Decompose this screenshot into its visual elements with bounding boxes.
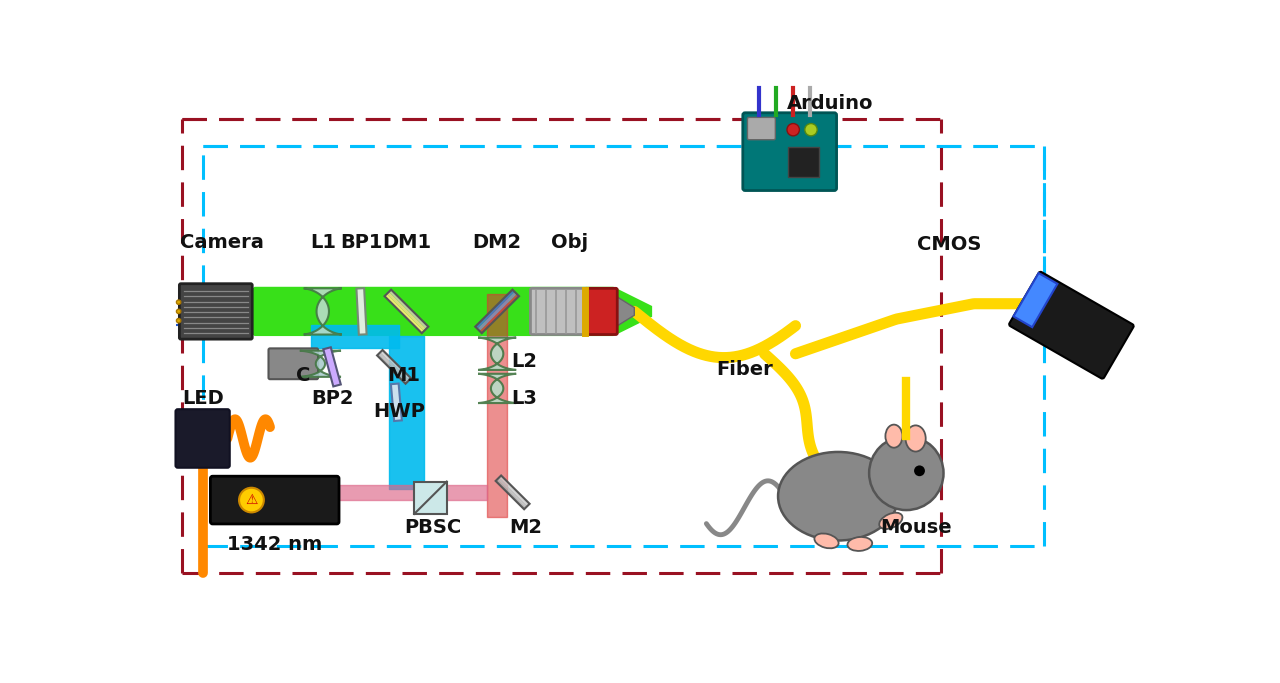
Ellipse shape (814, 533, 838, 548)
Text: Mouse: Mouse (879, 518, 951, 537)
Polygon shape (477, 374, 516, 403)
Text: Arduino: Arduino (787, 94, 874, 113)
Text: DM1: DM1 (381, 233, 431, 251)
Ellipse shape (778, 452, 899, 540)
Text: BP2: BP2 (311, 389, 353, 408)
Circle shape (805, 124, 817, 136)
Polygon shape (303, 288, 342, 335)
Ellipse shape (886, 425, 902, 448)
FancyBboxPatch shape (748, 117, 776, 140)
Text: L2: L2 (511, 352, 538, 371)
Text: HWP: HWP (372, 402, 425, 421)
FancyBboxPatch shape (269, 348, 319, 379)
Ellipse shape (879, 513, 902, 529)
FancyBboxPatch shape (324, 347, 340, 387)
Polygon shape (613, 287, 652, 336)
FancyBboxPatch shape (475, 290, 515, 329)
FancyBboxPatch shape (356, 288, 366, 335)
Circle shape (177, 309, 180, 313)
Polygon shape (616, 296, 635, 327)
Text: Camera: Camera (180, 233, 264, 251)
Text: LED: LED (182, 389, 224, 408)
Ellipse shape (847, 537, 872, 551)
FancyBboxPatch shape (499, 475, 530, 505)
FancyBboxPatch shape (379, 352, 410, 382)
Polygon shape (238, 287, 613, 336)
Circle shape (239, 488, 264, 512)
Text: L3: L3 (511, 389, 538, 408)
Circle shape (787, 124, 800, 136)
FancyBboxPatch shape (480, 294, 520, 333)
FancyBboxPatch shape (378, 354, 407, 384)
FancyBboxPatch shape (415, 482, 447, 514)
FancyBboxPatch shape (495, 479, 526, 510)
Polygon shape (477, 337, 516, 370)
FancyBboxPatch shape (1009, 272, 1134, 378)
FancyBboxPatch shape (530, 288, 588, 335)
FancyBboxPatch shape (179, 283, 252, 339)
FancyBboxPatch shape (742, 113, 837, 191)
Polygon shape (300, 350, 340, 377)
FancyBboxPatch shape (390, 384, 402, 421)
FancyBboxPatch shape (1014, 273, 1057, 327)
Text: ⚠: ⚠ (246, 493, 257, 507)
Circle shape (177, 318, 180, 323)
Circle shape (869, 436, 943, 510)
Text: Fiber: Fiber (717, 360, 773, 378)
Text: CMOS: CMOS (916, 235, 982, 254)
Text: 1342 nm: 1342 nm (227, 535, 323, 554)
Circle shape (914, 465, 925, 476)
Circle shape (177, 300, 180, 305)
Text: PBSC: PBSC (404, 518, 461, 537)
Text: L1: L1 (310, 233, 335, 251)
Text: C: C (296, 366, 311, 385)
FancyBboxPatch shape (210, 476, 339, 524)
Text: DM2: DM2 (472, 233, 522, 251)
FancyBboxPatch shape (787, 148, 819, 177)
FancyBboxPatch shape (380, 350, 411, 380)
FancyBboxPatch shape (389, 290, 429, 329)
FancyBboxPatch shape (585, 288, 617, 335)
FancyBboxPatch shape (498, 477, 527, 507)
FancyBboxPatch shape (387, 292, 426, 331)
Text: BP1: BP1 (340, 233, 383, 251)
FancyBboxPatch shape (175, 409, 229, 468)
FancyBboxPatch shape (477, 292, 517, 331)
Text: M1: M1 (388, 366, 421, 385)
Text: M2: M2 (509, 518, 543, 537)
Text: Obj: Obj (550, 233, 588, 251)
Ellipse shape (905, 426, 925, 451)
FancyBboxPatch shape (384, 294, 424, 333)
